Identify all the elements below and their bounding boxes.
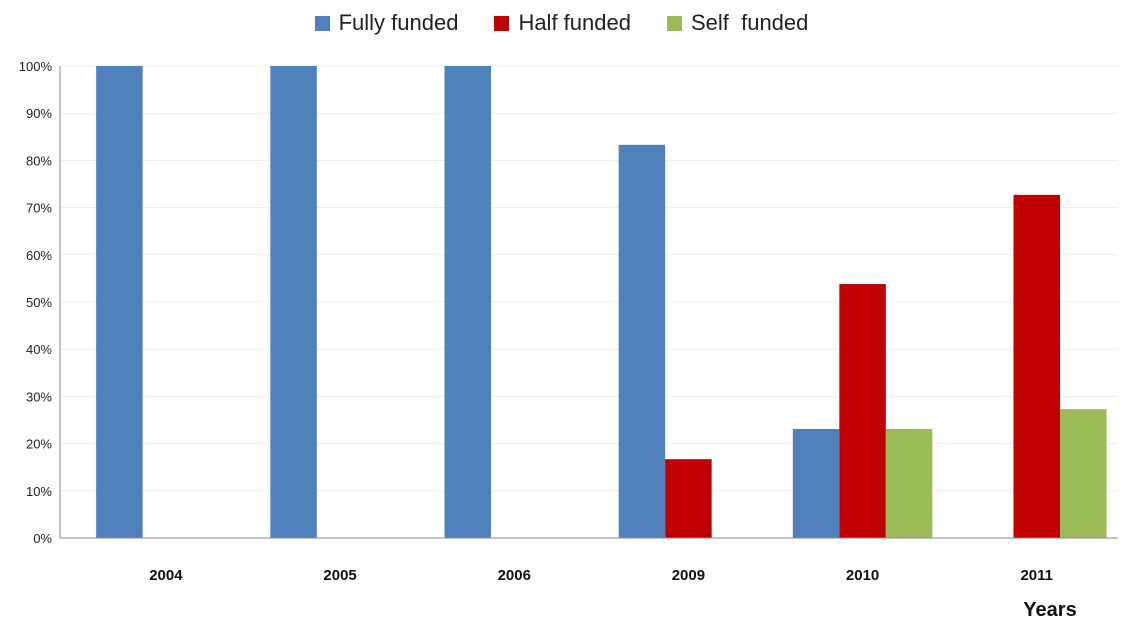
bar-half-funded-2011 (1013, 194, 1061, 538)
y-tick-labels: 0% 10% 20% 30% 40% 50% 60% 70% 80% 90% 100% (19, 59, 53, 546)
x-tick-label: 2004 (149, 567, 183, 584)
x-tick-label: 2009 (672, 567, 705, 584)
chart-legend: Fully funded Half funded Self funded (0, 10, 1123, 36)
legend-label-half-funded: Half funded (518, 10, 631, 35)
legend-item-half-funded: Half funded (494, 10, 631, 36)
bar-fully-funded-2004 (96, 66, 143, 538)
y-tick-label: 10% (26, 484, 52, 499)
legend-swatch-fully-funded (314, 15, 330, 31)
bar-fully-funded-2005 (270, 66, 317, 538)
bar-half-funded-2009 (665, 459, 712, 538)
gridlines (60, 65, 1118, 492)
y-tick-label: 20% (26, 437, 52, 452)
legend-item-self-funded: Self funded (666, 10, 809, 36)
bar-self-funded-2010 (885, 428, 933, 538)
legend-label-fully-funded: Fully funded (338, 10, 459, 35)
y-tick-label: 30% (26, 389, 52, 404)
bar-self-funded-2011 (1060, 409, 1107, 538)
x-tick-label: 2006 (498, 567, 531, 584)
x-tick-label: 2011 (1020, 567, 1053, 584)
legend-swatch-half-funded (494, 15, 510, 31)
bar-fully-funded-2009 (618, 144, 666, 538)
bar-fully-funded-2010 (792, 428, 840, 538)
bars (96, 66, 1107, 538)
y-tick-label: 100% (19, 59, 53, 74)
legend-item-fully-funded: Fully funded (314, 10, 459, 36)
x-tick-labels: 2004 2005 2006 2009 2010 2011 (149, 567, 1053, 584)
x-axis-title: Years (1023, 599, 1076, 619)
bar-fully-funded-2006 (444, 66, 491, 538)
y-tick-label: 70% (26, 201, 52, 216)
y-tick-label: 50% (26, 295, 52, 310)
legend-label-self-funded: Self funded (690, 10, 809, 35)
y-tick-label: 80% (26, 153, 52, 168)
y-tick-label: 40% (26, 342, 52, 357)
x-tick-label: 2010 (846, 567, 879, 584)
bar-half-funded-2010 (839, 284, 886, 538)
y-tick-label: 60% (26, 248, 52, 263)
y-tick-label: 90% (26, 106, 52, 121)
axes (59, 66, 1118, 539)
y-tick-label: 0% (33, 531, 52, 546)
legend-swatch-self-funded (666, 15, 682, 31)
x-tick-label: 2005 (323, 567, 356, 584)
